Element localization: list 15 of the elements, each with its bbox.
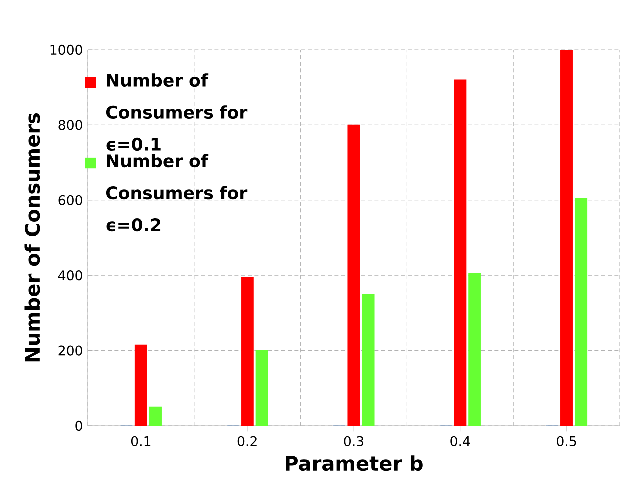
y-tick-label: 600 bbox=[58, 195, 82, 206]
y-tick-label: 200 bbox=[58, 346, 82, 356]
x-tick-label: 0.1 bbox=[131, 436, 151, 446]
legend-label: Number of Consumers for ϵ=0.2 bbox=[106, 154, 248, 232]
x-tick-label: 0.3 bbox=[344, 436, 364, 446]
x-tick-label: 0.2 bbox=[238, 436, 257, 446]
y-tick-label: 1000 bbox=[50, 44, 82, 56]
legend-label: Number of Consumers for ϵ=0.1 bbox=[106, 74, 248, 152]
y-tick-label: 400 bbox=[58, 270, 82, 281]
y-axis-title: Number of Consumers bbox=[24, 114, 40, 362]
y-tick-label: 800 bbox=[58, 120, 82, 130]
x-axis-title: Parameter b bbox=[286, 456, 423, 472]
y-tick-label: 0 bbox=[76, 420, 82, 432]
x-tick-label: 0.4 bbox=[450, 436, 470, 446]
x-tick-label: 0.5 bbox=[557, 436, 576, 446]
